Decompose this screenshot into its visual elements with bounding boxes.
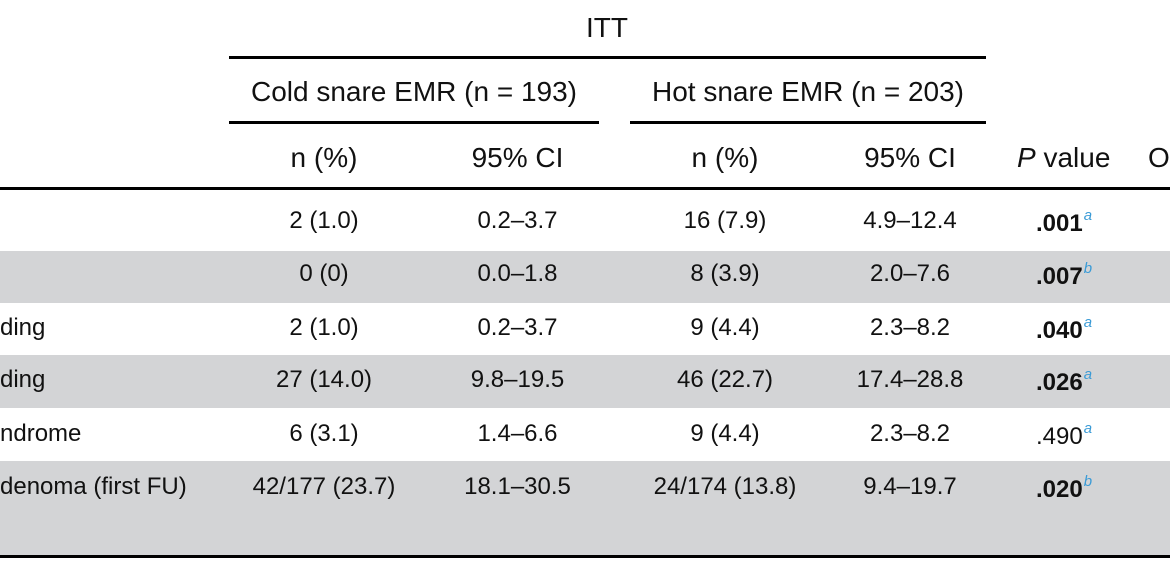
subheader-cold-ci: 95% CI	[471, 142, 564, 173]
group-header-rule	[229, 56, 986, 59]
shaded-row-band	[0, 251, 1170, 303]
cell-hot-n: 16 (7.9)	[683, 207, 767, 234]
subheader-p-value: P value	[1017, 142, 1111, 173]
header-bottom-rule	[0, 187, 1170, 190]
subheader-truncated: O	[1148, 142, 1170, 173]
cell-cold-n: 6 (3.1)	[289, 420, 359, 447]
footnote-marker: a	[1083, 366, 1093, 383]
footnote-marker: b	[1083, 260, 1093, 277]
footnote-marker: a	[1083, 420, 1093, 437]
shaded-row-band	[0, 355, 1170, 408]
footnote-marker: b	[1083, 473, 1093, 490]
shaded-row-band	[0, 461, 1170, 555]
cell-hot-ci: 2.3–8.2	[869, 314, 951, 341]
cell-hot-ci: 9.4–19.7	[863, 473, 957, 500]
footnote-marker: a	[1083, 314, 1093, 331]
cell-hot-ci: 2.0–7.6	[869, 260, 951, 287]
cell-p-value: .490a	[1036, 420, 1093, 450]
cell-cold-ci: 0.2–3.7	[477, 207, 558, 234]
cell-hot-n: 46 (22.7)	[676, 366, 774, 393]
row-label: ndrome	[0, 420, 82, 447]
cell-cold-n: 2 (1.0)	[289, 314, 359, 341]
cell-cold-ci: 18.1–30.5	[464, 473, 571, 500]
row-label: ding	[0, 366, 46, 393]
cell-p-value: .026a	[1036, 366, 1093, 396]
arm-header-rule-cold	[229, 121, 599, 124]
arm-header-hot: Hot snare EMR (n = 203)	[651, 76, 965, 107]
subheader-cold-n: n (%)	[290, 142, 358, 173]
cell-cold-ci: 9.8–19.5	[470, 366, 565, 393]
footnote-marker: a	[1083, 207, 1093, 224]
row-label: denoma (first FU)	[0, 473, 187, 500]
arm-header-cold: Cold snare EMR (n = 193)	[250, 76, 578, 107]
cell-hot-ci: 17.4–28.8	[856, 366, 964, 393]
cell-cold-n: 2 (1.0)	[289, 207, 359, 234]
cell-hot-n: 8 (3.9)	[690, 260, 760, 287]
cell-p-value: .040a	[1036, 314, 1093, 344]
cell-cold-n: 27 (14.0)	[275, 366, 373, 393]
cell-p-value: .001a	[1036, 207, 1093, 237]
cell-p-value: .007b	[1036, 260, 1093, 290]
table-bottom-rule	[0, 555, 1170, 558]
cell-hot-n: 24/174 (13.8)	[653, 473, 797, 500]
cell-hot-n: 9 (4.4)	[690, 314, 760, 341]
group-header-itt: ITT	[586, 12, 628, 43]
cell-cold-n: 0 (0)	[299, 260, 349, 287]
cell-p-value: .020b	[1036, 473, 1093, 503]
cell-hot-ci: 4.9–12.4	[863, 207, 957, 234]
cell-cold-ci: 0.2–3.7	[477, 314, 558, 341]
subheader-hot-n: n (%)	[691, 142, 759, 173]
cell-cold-ci: 1.4–6.6	[477, 420, 558, 447]
arm-header-rule-hot	[630, 121, 986, 124]
cell-hot-n: 9 (4.4)	[690, 420, 760, 447]
cell-cold-n: 42/177 (23.7)	[252, 473, 396, 500]
row-label: ding	[0, 314, 46, 341]
cell-cold-ci: 0.0–1.8	[477, 260, 558, 287]
subheader-hot-ci: 95% CI	[864, 142, 956, 173]
cell-hot-ci: 2.3–8.2	[869, 420, 951, 447]
